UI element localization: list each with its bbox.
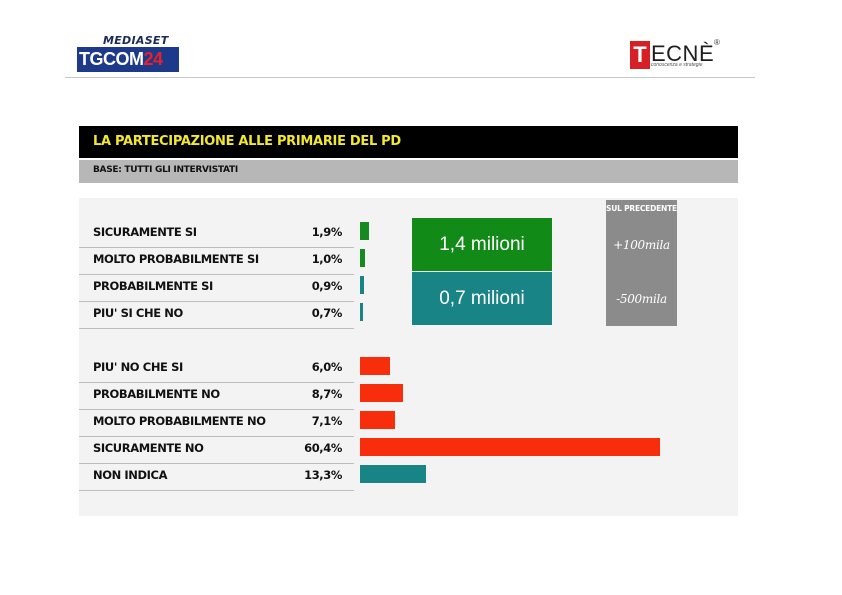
header-divider (65, 77, 755, 78)
chart-title: LA PARTECIPAZIONE ALLE PRIMARIE DEL PD (93, 134, 401, 149)
row-label: SICURAMENTE NO (93, 441, 204, 455)
chart-subtitle: BASE: TUTTI GLI INTERVISTATI (93, 165, 238, 175)
row-label: MOLTO PROBABILMENTE SI (93, 252, 259, 266)
row-value-label: 0,9% (311, 279, 343, 293)
row-label: MOLTO PROBABILMENTE NO (93, 414, 266, 428)
summary-bottom-box: 0,7 milioni (412, 272, 552, 325)
row-label: PIU' NO CHE SI (93, 360, 183, 374)
bar (360, 438, 660, 456)
row-divider (79, 382, 354, 383)
summary-top-box: 1,4 milioni (412, 218, 552, 271)
precedente-header: SUL PRECEDENTE (606, 204, 677, 213)
row-label: NON INDICA (93, 468, 168, 482)
row-divider (79, 490, 354, 491)
row-divider (79, 301, 354, 302)
row-label: SICURAMENTE SI (93, 225, 197, 239)
row-value-label: 1,0% (311, 252, 343, 266)
row-divider (79, 436, 354, 437)
tgcom-logo-text: TGCOM (79, 49, 144, 69)
precedente-box (606, 200, 677, 326)
subtitle-bar (79, 160, 738, 183)
row-label: PROBABILMENTE NO (93, 387, 220, 401)
mediaset-logo-text: MEDIASET (103, 34, 169, 47)
bar (360, 465, 427, 483)
precedente-top-value: +100mila (613, 238, 670, 252)
bar (360, 357, 390, 375)
row-divider (79, 463, 354, 464)
tecne-registered-mark: ® (714, 38, 720, 47)
row-label: PROBABILMENTE SI (93, 279, 213, 293)
row-value-label: 13,3% (304, 468, 342, 482)
bar (360, 249, 365, 267)
row-value-label: 0,7% (311, 306, 343, 320)
row-label: PIU' SI CHE NO (93, 306, 183, 320)
bar (360, 222, 370, 240)
bar (360, 411, 396, 429)
bar (360, 303, 364, 321)
row-value-label: 6,0% (311, 360, 343, 374)
row-value-label: 60,4% (304, 441, 342, 455)
row-value-label: 1,9% (311, 225, 343, 239)
tgcom24-logo: TGCOM24 (77, 47, 179, 72)
bar (360, 384, 404, 402)
precedente-bottom-value: -500mila (616, 292, 667, 306)
row-divider (79, 247, 354, 248)
row-value-label: 8,7% (311, 387, 343, 401)
tgcom-logo-number: 24 (143, 49, 164, 69)
tecne-tagline: conoscenza e strategie (651, 62, 703, 68)
tecne-logo-mark: T (630, 41, 650, 69)
title-bar (79, 126, 738, 158)
row-value-label: 7,1% (311, 414, 343, 428)
tecne-logo-text: ECNÈ (651, 41, 715, 66)
row-divider (79, 274, 354, 275)
bar (360, 276, 365, 294)
row-divider (79, 328, 354, 329)
row-divider (79, 409, 354, 410)
